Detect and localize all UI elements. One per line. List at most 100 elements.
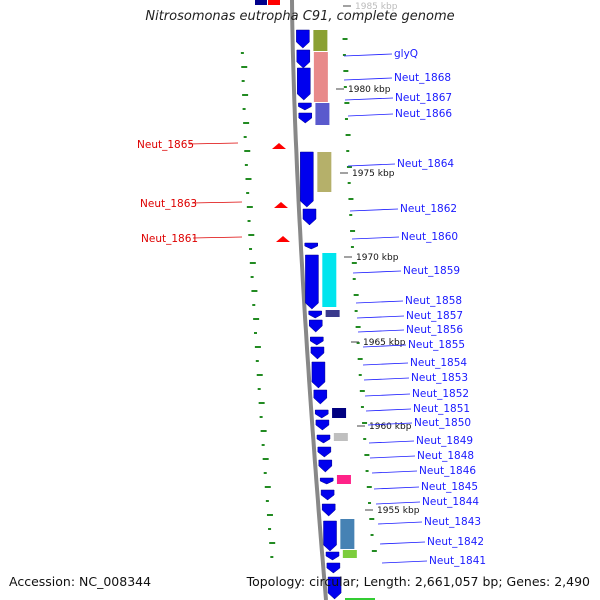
gc-skew-mark <box>255 360 259 362</box>
gc-skew-mark <box>353 294 359 296</box>
reverse-gene-arrow-11 <box>310 336 324 346</box>
gc-skew-mark <box>369 518 375 520</box>
gc-skew-mark <box>253 332 257 334</box>
gc-skew-mark <box>370 534 374 536</box>
gc-skew-mark <box>247 220 251 222</box>
gc-skew-mark <box>354 310 358 312</box>
reverse-gene-label: Neut_1867 <box>395 92 452 104</box>
forward-gene-arrow-0 <box>272 143 286 149</box>
cog-category-block-2 <box>315 103 330 125</box>
reverse-gene-label: Neut_1853 <box>411 372 468 384</box>
gc-skew-mark <box>257 388 261 390</box>
cog-category-block-8 <box>336 475 351 484</box>
reverse-label-leader <box>373 486 420 490</box>
gc-skew-mark <box>347 182 351 184</box>
forward-gene-arrow-1 <box>274 202 288 208</box>
gc-skew-mark <box>243 122 250 124</box>
reverse-gene-arrow-12 <box>310 346 325 360</box>
reverse-label-leader <box>355 300 404 304</box>
gc-skew-mark <box>348 198 354 200</box>
forward-gene-label: Neut_1861 <box>141 233 198 245</box>
reverse-label-leader <box>377 521 423 525</box>
gc-skew-mark <box>343 86 347 88</box>
gc-skew-mark <box>258 402 265 404</box>
reverse-label-leader <box>362 344 407 348</box>
reverse-gene-label: Neut_1852 <box>412 388 469 400</box>
reverse-label-leader <box>356 315 405 319</box>
gc-skew-mark <box>242 108 246 110</box>
ruler-tick-label: 1975 kbp <box>352 169 395 179</box>
gc-skew-mark <box>270 556 274 558</box>
gc-skew-mark <box>350 230 356 232</box>
reverse-label-leader <box>371 470 418 474</box>
reverse-gene-arrow-20 <box>319 477 334 485</box>
reverse-gene-arrow-3 <box>298 102 312 111</box>
gc-skew-mark <box>246 192 250 194</box>
gc-skew-mark <box>253 318 260 320</box>
reverse-gene-label: Neut_1859 <box>403 265 460 277</box>
forward-label-leader <box>191 201 243 204</box>
reverse-gene-arrow-1 <box>296 49 311 69</box>
reverse-gene-arrow-9 <box>308 310 322 319</box>
gc-skew-mark <box>269 542 276 544</box>
reverse-gene-label: Neut_1844 <box>422 496 479 508</box>
reverse-gene-arrow-16 <box>315 419 330 431</box>
reverse-gene-label: Neut_1862 <box>400 203 457 215</box>
reverse-gene-label: Neut_1848 <box>417 450 474 462</box>
ruler-tick-label: 1955 kbp <box>377 506 420 516</box>
map-title: Nitrosomonas eutropha C91, complete geno… <box>145 9 455 24</box>
cog-category-block-0 <box>313 30 328 51</box>
reverse-label-leader <box>352 270 402 274</box>
reverse-gene-label: Neut_1851 <box>413 403 470 415</box>
gc-skew-mark <box>263 472 267 474</box>
reverse-label-leader <box>343 77 393 81</box>
reverse-label-leader <box>344 97 394 101</box>
reverse-gene-label: Neut_1842 <box>427 536 484 548</box>
forward-gene-label: Neut_1865 <box>137 139 194 151</box>
gc-skew-mark <box>248 234 255 236</box>
gc-skew-mark <box>342 54 346 56</box>
ruler-tick-label: 1985 kbp <box>355 2 398 12</box>
gc-skew-mark <box>252 304 256 306</box>
accession-text: Accession: NC_008344 <box>9 574 152 589</box>
reverse-gene-label: Neut_1866 <box>395 108 452 120</box>
gc-skew-mark <box>344 118 348 120</box>
gc-skew-mark <box>249 262 256 264</box>
ruler-tick-label: 1965 kbp <box>363 338 406 348</box>
reverse-gene-arrow-2 <box>297 67 311 101</box>
gc-skew-mark <box>368 502 372 504</box>
cog-category-block-10 <box>342 550 357 558</box>
reverse-gene-label: Neut_1846 <box>419 465 476 477</box>
gc-skew-mark <box>358 374 362 376</box>
gc-skew-mark <box>268 528 272 530</box>
top-gene-stub <box>268 0 280 5</box>
reverse-label-leader <box>368 440 415 444</box>
reverse-label-leader <box>363 377 410 381</box>
reverse-gene-arrow-21 <box>320 489 335 501</box>
reverse-gene-arrow-14 <box>313 389 328 405</box>
cog-category-block-1 <box>313 52 328 102</box>
reverse-gene-label: Neut_1868 <box>394 72 451 84</box>
reverse-gene-arrow-8 <box>305 254 319 310</box>
reverse-label-leader <box>367 422 413 426</box>
gc-skew-mark <box>264 486 271 488</box>
gc-skew-mark <box>357 358 363 360</box>
reverse-label-leader <box>357 329 405 333</box>
reverse-gene-label: Neut_1855 <box>408 339 465 351</box>
reverse-label-leader <box>365 408 412 412</box>
gc-skew-mark <box>345 598 375 600</box>
gc-skew-mark <box>249 248 253 250</box>
cog-category-block-5 <box>325 310 340 317</box>
reverse-gene-arrow-0 <box>296 29 310 49</box>
gc-skew-mark <box>355 326 361 328</box>
ruler-tick-label: 1960 kbp <box>369 422 412 432</box>
reverse-gene-arrow-15 <box>314 409 329 419</box>
gc-skew-mark <box>346 150 350 152</box>
reverse-gene-label: Neut_1841 <box>429 555 486 567</box>
gc-skew-mark <box>371 550 377 552</box>
gc-skew-mark <box>240 52 244 54</box>
gc-skew-mark <box>256 374 263 376</box>
forward-label-leader <box>192 236 243 239</box>
gc-skew-mark <box>344 102 350 104</box>
